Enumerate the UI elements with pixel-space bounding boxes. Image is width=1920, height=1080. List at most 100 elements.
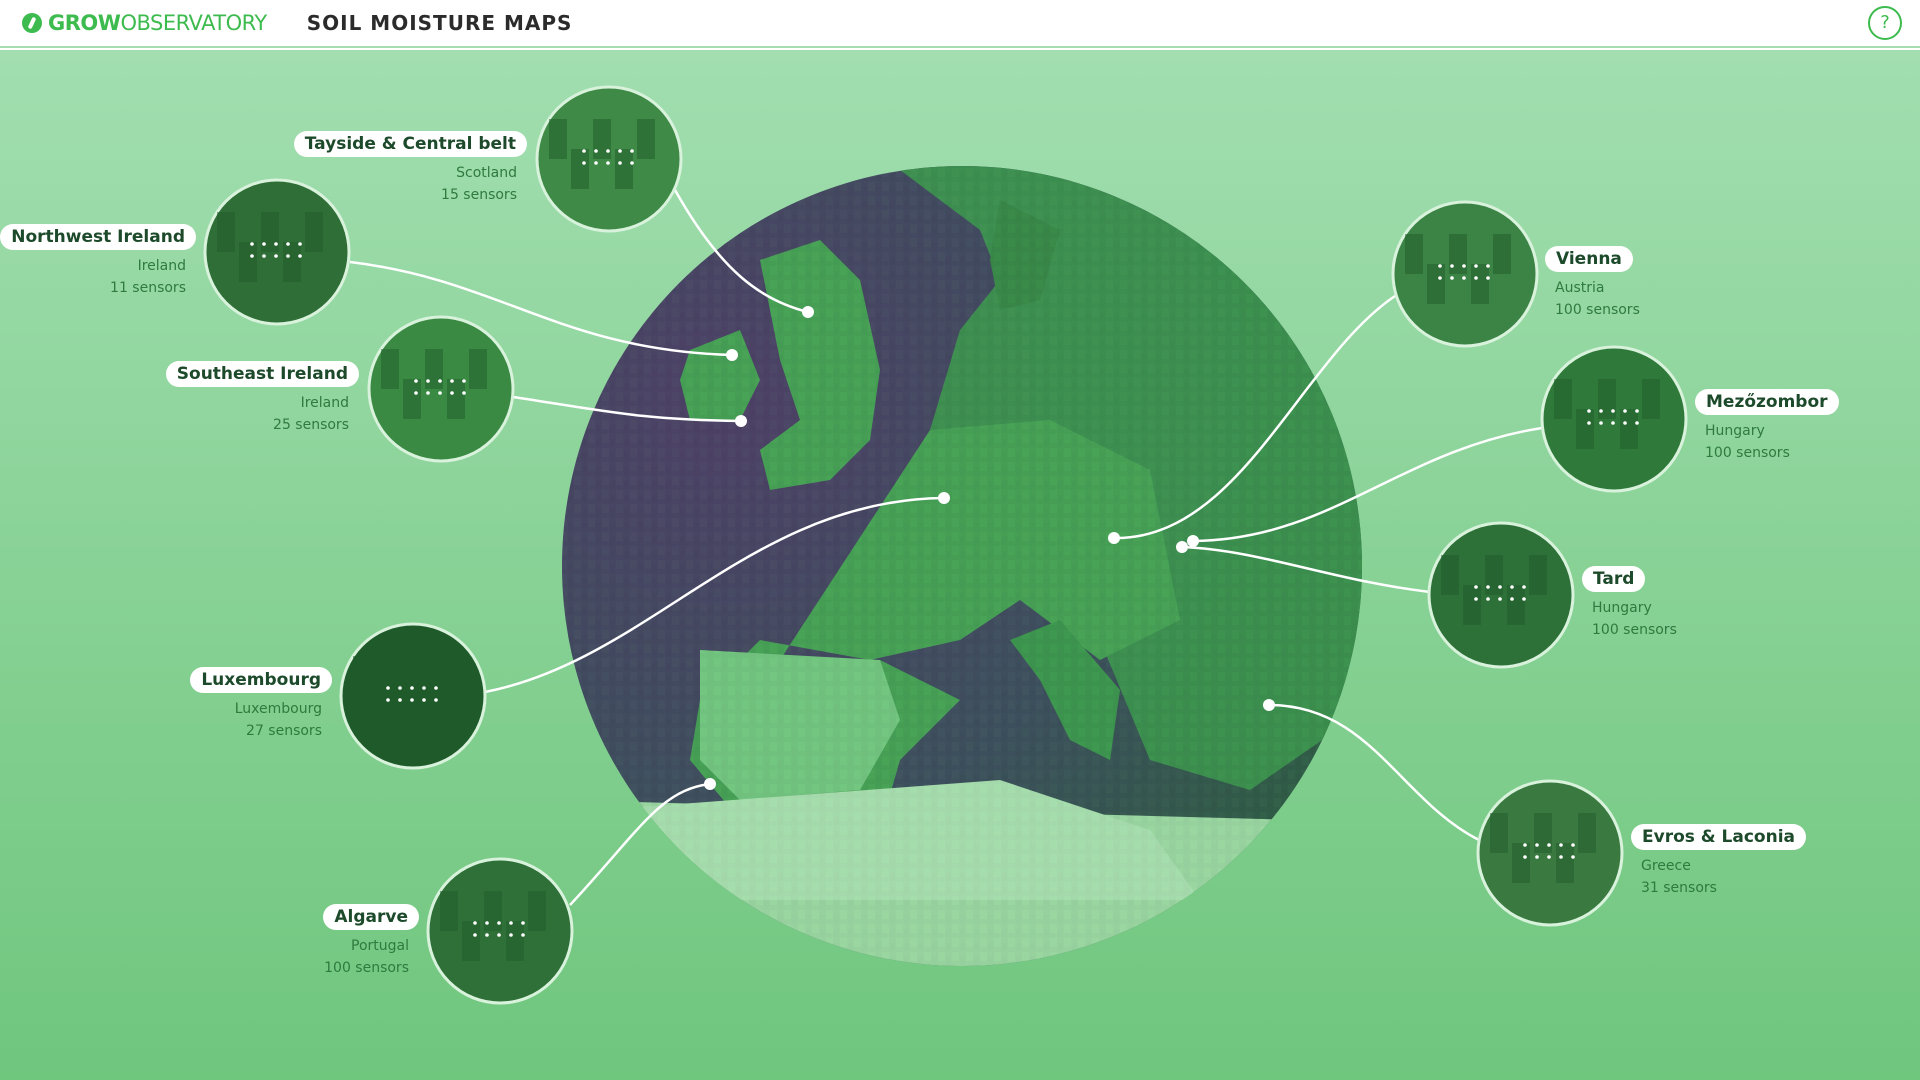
sensor-dot [398, 698, 402, 702]
marker-algarve[interactable] [704, 778, 716, 790]
sensor-dot [618, 161, 622, 165]
field-patch [403, 379, 421, 419]
sensor-dot [1571, 855, 1575, 859]
site-thumbnail[interactable] [339, 622, 487, 770]
sensor-dot [274, 254, 278, 258]
site-country: Greece [1641, 858, 1691, 874]
field-patch [353, 656, 371, 696]
site-label-nw-ireland[interactable]: Northwest Ireland Ireland 11 sensors [0, 224, 196, 299]
field-patch [419, 686, 437, 726]
field-patch [1598, 379, 1616, 419]
field-patch [484, 891, 502, 931]
site-label-vienna[interactable]: Vienna Austria 100 sensors [1545, 246, 1650, 321]
sensor-dot [410, 686, 414, 690]
help-button[interactable]: ? [1868, 6, 1902, 40]
field-patch [1490, 813, 1508, 853]
sensor-dot [438, 379, 442, 383]
site-sensors: 11 sensors [110, 280, 186, 296]
site-label-evros[interactable]: Evros & Laconia Greece 31 sensors [1631, 824, 1806, 899]
site-name[interactable]: Mezőzombor [1695, 389, 1839, 415]
marker-tard[interactable] [1176, 541, 1188, 553]
page-title: SOIL MOISTURE MAPS [306, 11, 573, 35]
land-masses [562, 166, 1362, 966]
site-thumbnail[interactable] [203, 178, 351, 326]
sensor-dot [1547, 843, 1551, 847]
sensor-dot [485, 933, 489, 937]
site-label-tard[interactable]: Tard Hungary 100 sensors [1582, 566, 1687, 641]
site-thumbnail[interactable] [426, 857, 574, 1005]
site-name[interactable]: Tayside & Central belt [293, 131, 527, 157]
site-label-se-ireland[interactable]: Southeast Ireland Ireland 25 sensors [165, 361, 359, 436]
site-thumbnail[interactable] [367, 315, 515, 463]
sensor-dot [414, 379, 418, 383]
site-country: Austria [1555, 280, 1605, 296]
sensor-dot [618, 149, 622, 153]
site-label-luxembourg[interactable]: Luxembourg Luxembourg 27 sensors [190, 667, 332, 742]
sensor-dot [1535, 855, 1539, 859]
marker-tayside[interactable] [802, 306, 814, 318]
sensor-dot [497, 933, 501, 937]
site-thumbnail[interactable] [535, 85, 683, 233]
sensor-dot [1486, 597, 1490, 601]
sensor-dot [1623, 409, 1627, 413]
field-patch [283, 242, 301, 282]
field-patch [261, 212, 279, 252]
marker-se-ireland[interactable] [735, 415, 747, 427]
site-name[interactable]: Southeast Ireland [165, 361, 359, 387]
site-name[interactable]: Evros & Laconia [1631, 824, 1806, 850]
sensor-dot [1450, 264, 1454, 268]
site-label-mezozombor[interactable]: Mezőzombor Hungary 100 sensors [1695, 389, 1839, 464]
field-patch [397, 656, 415, 696]
sensor-dot [582, 161, 586, 165]
sensor-dot [1510, 585, 1514, 589]
site-name[interactable]: Algarve [323, 904, 419, 930]
marker-nw-ireland[interactable] [726, 349, 738, 361]
marker-luxembourg[interactable] [938, 492, 950, 504]
site-thumbnail[interactable] [1427, 521, 1575, 669]
field-patch [1620, 409, 1638, 449]
site-country: Ireland [300, 395, 349, 411]
sensor-dot [1547, 855, 1551, 859]
sensor-dot [594, 149, 598, 153]
sensor-dot [262, 254, 266, 258]
sensor-dot [1474, 585, 1478, 589]
marker-evros[interactable] [1263, 699, 1275, 711]
field-patch [462, 921, 480, 961]
site-name[interactable]: Luxembourg [190, 667, 332, 693]
sensor-dot [473, 921, 477, 925]
site-thumbnail[interactable] [1540, 345, 1688, 493]
field-patch [447, 379, 465, 419]
site-thumbnail[interactable] [1391, 200, 1539, 348]
site-thumbnail[interactable] [1476, 779, 1624, 927]
sensor-dot [422, 686, 426, 690]
marker-mezozombor[interactable] [1187, 535, 1199, 547]
site-name[interactable]: Vienna [1545, 246, 1633, 272]
sensor-dot [298, 254, 302, 258]
sensor-dot [1559, 855, 1563, 859]
sensor-dot [426, 379, 430, 383]
sensor-dot [1599, 409, 1603, 413]
sensor-dot [250, 254, 254, 258]
sensor-dot [1462, 276, 1466, 280]
sensor-dot [274, 242, 278, 246]
field-patch [1578, 813, 1596, 853]
sensor-dot [1599, 421, 1603, 425]
field-patch [1449, 234, 1467, 274]
sensor-dot [1611, 421, 1615, 425]
sensor-dot [1623, 421, 1627, 425]
field-patch [217, 212, 235, 252]
sensor-dot [426, 391, 430, 395]
site-sensors: 100 sensors [324, 960, 409, 976]
field-patch [441, 656, 459, 696]
site-label-tayside[interactable]: Tayside & Central belt Scotland 15 senso… [293, 131, 527, 206]
marker-vienna[interactable] [1108, 532, 1120, 544]
site-name[interactable]: Northwest Ireland [0, 224, 196, 250]
grow-observatory-logo[interactable]: GROW OBSERVATORY [22, 11, 267, 35]
site-name[interactable]: Tard [1582, 566, 1646, 592]
field-patch [1529, 555, 1547, 595]
site-label-algarve[interactable]: Algarve Portugal 100 sensors [314, 904, 419, 979]
site-sensors: 31 sensors [1641, 880, 1717, 896]
field-patch [1512, 843, 1530, 883]
sensor-dot [434, 698, 438, 702]
sensor-dot [606, 161, 610, 165]
